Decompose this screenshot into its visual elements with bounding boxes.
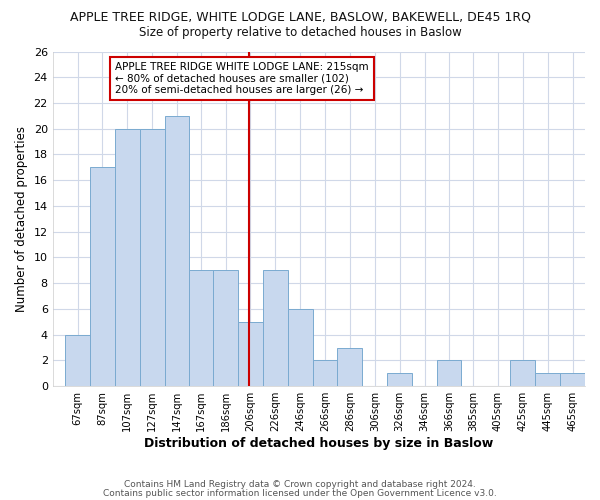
Bar (288, 309, 313, 386)
Bar (238, 322, 263, 386)
Text: APPLE TREE RIDGE WHITE LODGE LANE: 215sqm
← 80% of detached houses are smaller (: APPLE TREE RIDGE WHITE LODGE LANE: 215sq… (115, 62, 368, 95)
Y-axis label: Number of detached properties: Number of detached properties (15, 126, 28, 312)
Bar (65, 334, 90, 386)
Bar (213, 270, 238, 386)
Bar (190, 270, 213, 386)
Bar (90, 168, 115, 386)
Bar (337, 348, 362, 386)
Text: APPLE TREE RIDGE, WHITE LODGE LANE, BASLOW, BAKEWELL, DE45 1RQ: APPLE TREE RIDGE, WHITE LODGE LANE, BASL… (70, 11, 530, 24)
Bar (511, 360, 535, 386)
Text: Size of property relative to detached houses in Baslow: Size of property relative to detached ho… (139, 26, 461, 39)
Bar (535, 374, 560, 386)
Bar (263, 270, 288, 386)
X-axis label: Distribution of detached houses by size in Baslow: Distribution of detached houses by size … (144, 437, 493, 450)
Bar (164, 116, 190, 386)
Text: Contains HM Land Registry data © Crown copyright and database right 2024.: Contains HM Land Registry data © Crown c… (124, 480, 476, 489)
Bar (115, 128, 140, 386)
Bar (387, 374, 412, 386)
Bar (437, 360, 461, 386)
Text: Contains public sector information licensed under the Open Government Licence v3: Contains public sector information licen… (103, 488, 497, 498)
Bar (560, 374, 585, 386)
Bar (140, 128, 164, 386)
Bar (313, 360, 337, 386)
